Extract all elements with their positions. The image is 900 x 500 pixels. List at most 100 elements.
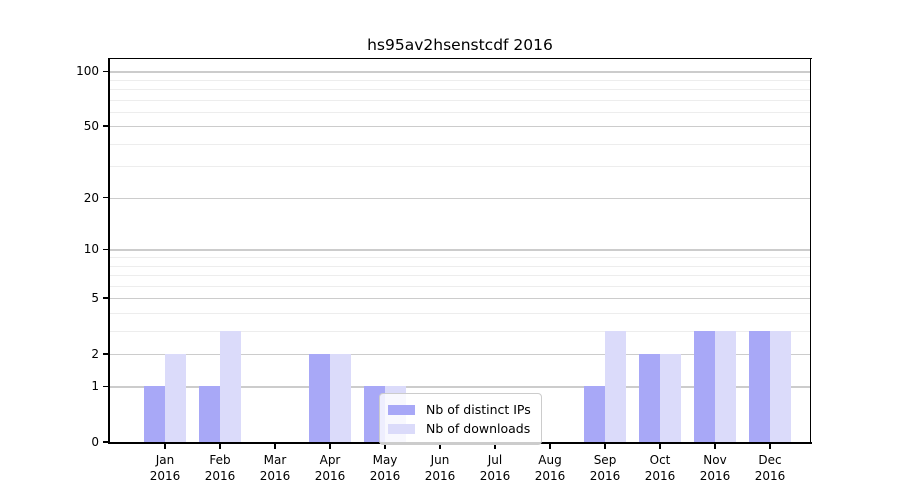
gridline-minor-30 [110, 166, 810, 168]
legend-item-downloads: Nb of downloads [388, 419, 531, 438]
bar-downloads-sep [605, 330, 626, 442]
x-axis-tick-label-year: 2016 [149, 469, 181, 483]
legend-label-distinct-ips: Nb of distinct IPs [426, 402, 531, 417]
x-axis-tick-label-year: 2016 [369, 469, 401, 483]
bar-downloads-jan [165, 353, 186, 442]
bar-distinct-ips-jan [144, 386, 165, 442]
bar-downloads-dec [770, 330, 791, 442]
x-axis-tick-label-aug: Aug 2016 [527, 452, 573, 484]
x-axis-tick-jul [494, 443, 496, 449]
x-axis-tick-label-year: 2016 [699, 469, 731, 483]
x-axis-tick-may [384, 443, 386, 449]
x-axis-tick-label-year: 2016 [644, 469, 676, 483]
y-axis-tick-50 [103, 125, 110, 128]
legend: Nb of distinct IPs Nb of downloads [379, 393, 542, 445]
x-axis-tick-feb [219, 443, 221, 449]
bar-downloads-apr [330, 353, 351, 442]
gridline-major-5 [110, 298, 810, 300]
gridline-minor-4 [110, 312, 810, 314]
y-axis-tick-label-100: 100 [76, 64, 99, 79]
x-axis-tick-jun [439, 443, 441, 449]
x-axis-tick-label-month: Nov [703, 453, 727, 467]
chart-title: hs95av2hsenstcdf 2016 [367, 36, 553, 54]
x-axis-tick-label-month: Jan [155, 453, 175, 467]
gridline-major-2 [110, 353, 810, 355]
x-axis-tick-label-year: 2016 [534, 469, 566, 483]
x-axis-tick-label-feb: Feb 2016 [197, 452, 243, 484]
gridline-minor-8 [110, 265, 810, 267]
legend-item-distinct-ips: Nb of distinct IPs [388, 400, 531, 419]
x-axis-tick-dec [769, 443, 771, 449]
x-axis-tick-label-dec: Dec 2016 [747, 452, 793, 484]
x-axis-tick-label-apr: Apr 2016 [307, 452, 353, 484]
bar-downloads-nov [715, 330, 736, 442]
x-axis-tick-label-may: May 2016 [362, 452, 408, 484]
x-axis-tick-label-jun: Jun 2016 [417, 452, 463, 484]
x-axis-tick-aug [549, 443, 551, 449]
gridline-major-10 [110, 249, 810, 251]
y-axis-tick-100 [103, 70, 110, 73]
x-axis-tick-label-year: 2016 [424, 469, 456, 483]
gridline-minor-7 [110, 275, 810, 277]
x-axis-tick-label-year: 2016 [314, 469, 346, 483]
x-axis-tick-label-month: Sep [593, 453, 617, 467]
x-axis-tick-label-sep: Sep 2016 [582, 452, 628, 484]
legend-label-downloads: Nb of downloads [426, 421, 531, 436]
y-axis-tick-20 [103, 196, 110, 199]
gridline-minor-40 [110, 143, 810, 145]
y-axis-tick-2 [103, 352, 110, 355]
y-axis-tick-label-20: 20 [83, 190, 99, 205]
x-axis-tick-label-month: Jun [430, 453, 450, 467]
gridline-minor-80 [110, 89, 810, 91]
y-axis-tick-0 [103, 441, 110, 443]
x-axis-tick-label-year: 2016 [204, 469, 236, 483]
bar-downloads-feb [220, 330, 241, 442]
axis-spine-left [108, 57, 110, 444]
y-axis-tick-label-10: 10 [83, 242, 99, 257]
bar-distinct-ips-dec [749, 330, 770, 442]
x-axis-tick-label-month: Oct [649, 453, 671, 467]
x-axis-tick-label-month: Apr [319, 453, 341, 467]
bar-distinct-ips-nov [694, 330, 715, 442]
x-axis-tick-label-nov: Nov 2016 [692, 452, 738, 484]
gridline-major-20 [110, 197, 810, 199]
x-axis-tick-label-mar: Mar 2016 [252, 452, 298, 484]
gridline-minor-3 [110, 330, 810, 332]
bar-downloads-oct [660, 353, 681, 442]
x-axis-tick-jan [164, 443, 166, 449]
legend-swatch-downloads [388, 423, 415, 434]
bar-distinct-ips-oct [639, 353, 660, 442]
y-axis-tick-10 [103, 248, 110, 251]
x-axis-tick-label-month: Aug [538, 453, 562, 467]
x-axis-tick-sep [604, 443, 606, 449]
y-axis-tick-label-2: 2 [91, 346, 99, 361]
gridline-minor-90 [110, 79, 810, 81]
bar-distinct-ips-feb [199, 386, 220, 442]
gridline-minor-70 [110, 99, 810, 101]
x-axis-tick-label-year: 2016 [479, 469, 511, 483]
axis-spine-top [108, 57, 812, 60]
y-axis-tick-label-5: 5 [91, 291, 99, 306]
x-axis-tick-label-year: 2016 [259, 469, 291, 483]
bar-distinct-ips-sep [584, 386, 605, 442]
x-axis-tick-label-month: May [372, 453, 398, 467]
x-axis-tick-label-year: 2016 [754, 469, 786, 483]
axis-spine-right [809, 57, 812, 444]
y-axis-tick-label-50: 50 [83, 119, 99, 134]
x-axis-tick-label-month: Mar [263, 453, 287, 467]
gridline-minor-6 [110, 285, 810, 287]
legend-swatch-distinct-ips [388, 404, 415, 415]
gridline-major-100 [110, 71, 810, 73]
y-axis-tick-label-1: 1 [91, 379, 99, 394]
x-axis-tick-label-oct: Oct 2016 [637, 452, 683, 484]
gridline-major-50 [110, 126, 810, 128]
x-axis-tick-label-jul: Jul 2016 [472, 452, 518, 484]
x-axis-tick-oct [659, 443, 661, 449]
x-axis-tick-label-month: Dec [758, 453, 782, 467]
y-axis-tick-1 [103, 385, 110, 388]
gridline-minor-60 [110, 111, 810, 113]
gridline-minor-9 [110, 257, 810, 259]
x-axis-tick-label-month: Feb [209, 453, 231, 467]
x-axis-tick-label-month: Jul [487, 453, 503, 467]
